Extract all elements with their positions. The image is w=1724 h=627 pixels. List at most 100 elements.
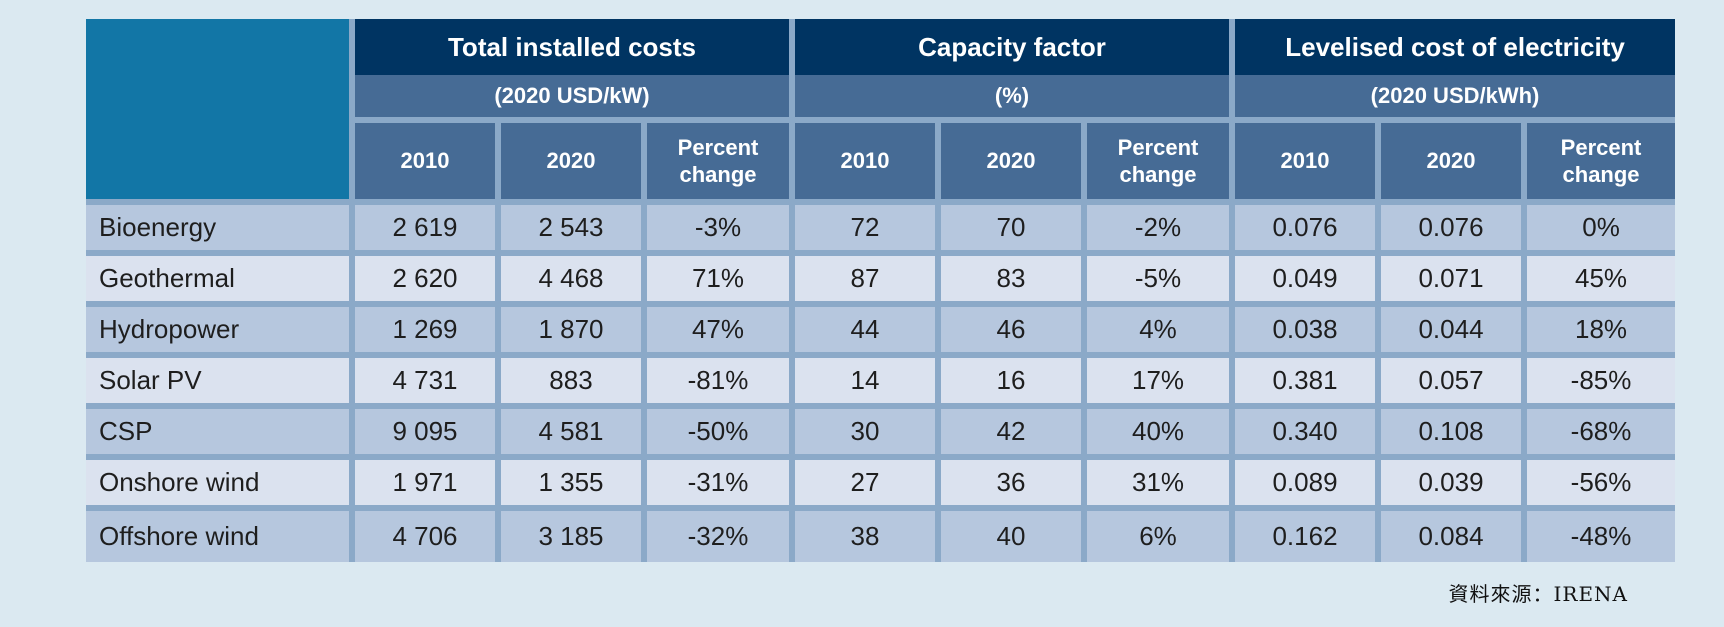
subheader-percent-change: Percent change [1527, 123, 1676, 205]
group-unit-lcoe: (2020 USD/kWh) [1235, 75, 1676, 123]
cell-capacity-factor-change: 40% [1087, 409, 1236, 460]
cell-lcoe-2020: 0.076 [1381, 205, 1528, 256]
table-row: Hydropower 1 269 1 870 47% 44 46 4% 0.038 0.044 1… [86, 307, 1676, 358]
cell-installed-cost-2020: 883 [501, 358, 647, 409]
cell-capacity-factor-change: -5% [1087, 256, 1236, 307]
row-label: Hydropower [86, 307, 355, 358]
cell-capacity-factor-2010: 27 [795, 460, 941, 511]
row-label: Bioenergy [86, 205, 355, 256]
cell-installed-cost-2020: 2 543 [501, 205, 647, 256]
table-header: Total installed costs Capacity factor Le… [86, 19, 1676, 205]
cell-lcoe-change: -56% [1527, 460, 1676, 511]
cell-capacity-factor-change: 4% [1087, 307, 1236, 358]
cell-capacity-factor-2020: 46 [941, 307, 1087, 358]
group-unit-installed-costs: (2020 USD/kW) [355, 75, 795, 123]
row-label: Offshore wind [86, 511, 355, 562]
cell-installed-cost-change: -50% [647, 409, 795, 460]
table-row: Bioenergy 2 619 2 543 -3% 72 70 -2% 0.076 0.076 0… [86, 205, 1676, 256]
cell-installed-cost-2020: 1 355 [501, 460, 647, 511]
cell-installed-cost-2010: 2 620 [355, 256, 501, 307]
cell-capacity-factor-2020: 40 [941, 511, 1087, 562]
cell-capacity-factor-2020: 42 [941, 409, 1087, 460]
cell-lcoe-2010: 0.049 [1235, 256, 1382, 307]
group-title-capacity-factor: Capacity factor [795, 19, 1236, 75]
table-row: Offshore wind 4 706 3 185 -32% 38 40 6% 0.162 0.… [86, 511, 1676, 562]
cell-capacity-factor-2010: 30 [795, 409, 941, 460]
cell-capacity-factor-change: 17% [1087, 358, 1236, 409]
cell-installed-cost-2020: 4 468 [501, 256, 647, 307]
cell-lcoe-2020: 0.108 [1381, 409, 1528, 460]
cell-lcoe-2010: 0.162 [1235, 511, 1382, 562]
cell-lcoe-change: 0% [1527, 205, 1676, 256]
subheader-2010: 2010 [355, 123, 501, 205]
row-label: Solar PV [86, 358, 355, 409]
cell-capacity-factor-2020: 83 [941, 256, 1087, 307]
source-note: 資料來源：IRENA [1448, 582, 1628, 606]
cell-lcoe-2010: 0.038 [1235, 307, 1382, 358]
subheader-percent-change: Percent change [1087, 123, 1236, 205]
table-row: Onshore wind 1 971 1 355 -31% 27 36 31% 0.089 0.… [86, 460, 1676, 511]
cost-comparison-table: Total installed costs Capacity factor Le… [86, 19, 1676, 562]
cell-lcoe-change: 45% [1527, 256, 1676, 307]
group-title-installed-costs: Total installed costs [355, 19, 795, 75]
cell-installed-cost-2010: 9 095 [355, 409, 501, 460]
cell-installed-cost-2020: 4 581 [501, 409, 647, 460]
cell-capacity-factor-2010: 87 [795, 256, 941, 307]
cell-installed-cost-2010: 4 731 [355, 358, 501, 409]
subheader-2010: 2010 [795, 123, 941, 205]
cell-installed-cost-2020: 3 185 [501, 511, 647, 562]
cell-capacity-factor-change: 6% [1087, 511, 1236, 562]
row-label: Onshore wind [86, 460, 355, 511]
cell-capacity-factor-2010: 44 [795, 307, 941, 358]
cell-lcoe-change: -85% [1527, 358, 1676, 409]
subheader-2020: 2020 [941, 123, 1087, 205]
cell-installed-cost-change: -3% [647, 205, 795, 256]
cell-installed-cost-2010: 1 971 [355, 460, 501, 511]
cell-installed-cost-change: 47% [647, 307, 795, 358]
cell-capacity-factor-2020: 36 [941, 460, 1087, 511]
cell-installed-cost-change: 71% [647, 256, 795, 307]
group-title-lcoe: Levelised cost of electricity [1235, 19, 1676, 75]
cell-lcoe-2010: 0.076 [1235, 205, 1382, 256]
cell-installed-cost-change: -81% [647, 358, 795, 409]
cell-capacity-factor-2010: 14 [795, 358, 941, 409]
row-label: CSP [86, 409, 355, 460]
cell-lcoe-2010: 0.381 [1235, 358, 1382, 409]
subheader-percent-change: Percent change [647, 123, 795, 205]
cell-lcoe-2010: 0.340 [1235, 409, 1382, 460]
group-unit-row: (2020 USD/kW) (%) (2020 USD/kWh) [86, 75, 1676, 123]
group-unit-capacity-factor: (%) [795, 75, 1236, 123]
table-row: Geothermal 2 620 4 468 71% 87 83 -5% 0.049 0.071… [86, 256, 1676, 307]
table-row: Solar PV 4 731 883 -81% 14 16 17% 0.381 0.057 -85… [86, 358, 1676, 409]
cell-lcoe-2020: 0.039 [1381, 460, 1528, 511]
cell-installed-cost-2010: 2 619 [355, 205, 501, 256]
cell-capacity-factor-2010: 38 [795, 511, 941, 562]
row-label: Geothermal [86, 256, 355, 307]
cell-capacity-factor-2020: 70 [941, 205, 1087, 256]
cell-capacity-factor-2010: 72 [795, 205, 941, 256]
cell-lcoe-2020: 0.084 [1381, 511, 1528, 562]
cell-installed-cost-2010: 1 269 [355, 307, 501, 358]
cell-installed-cost-2020: 1 870 [501, 307, 647, 358]
group-title-row: Total installed costs Capacity factor Le… [86, 19, 1676, 205]
corner-cell [86, 19, 355, 205]
cell-capacity-factor-change: 31% [1087, 460, 1236, 511]
cell-capacity-factor-change: -2% [1087, 205, 1236, 256]
cell-installed-cost-change: -31% [647, 460, 795, 511]
subheader-row: 2010 2020 Percent change 2010 2020 Percen… [86, 123, 1676, 205]
table-row: CSP 9 095 4 581 -50% 30 42 40% 0.340 0.108 -68% [86, 409, 1676, 460]
table-body: Bioenergy 2 619 2 543 -3% 72 70 -2% 0.076 0.076 0… [86, 205, 1676, 562]
cell-installed-cost-2010: 4 706 [355, 511, 501, 562]
subheader-2020: 2020 [1381, 123, 1528, 205]
cell-lcoe-change: -68% [1527, 409, 1676, 460]
cost-comparison-table-container: Total installed costs Capacity factor Le… [86, 19, 1676, 562]
subheader-2010: 2010 [1235, 123, 1382, 205]
cell-lcoe-2020: 0.057 [1381, 358, 1528, 409]
cell-lcoe-change: 18% [1527, 307, 1676, 358]
cell-lcoe-change: -48% [1527, 511, 1676, 562]
cell-capacity-factor-2020: 16 [941, 358, 1087, 409]
cell-lcoe-2010: 0.089 [1235, 460, 1382, 511]
cell-installed-cost-change: -32% [647, 511, 795, 562]
cell-lcoe-2020: 0.071 [1381, 256, 1528, 307]
cell-lcoe-2020: 0.044 [1381, 307, 1528, 358]
